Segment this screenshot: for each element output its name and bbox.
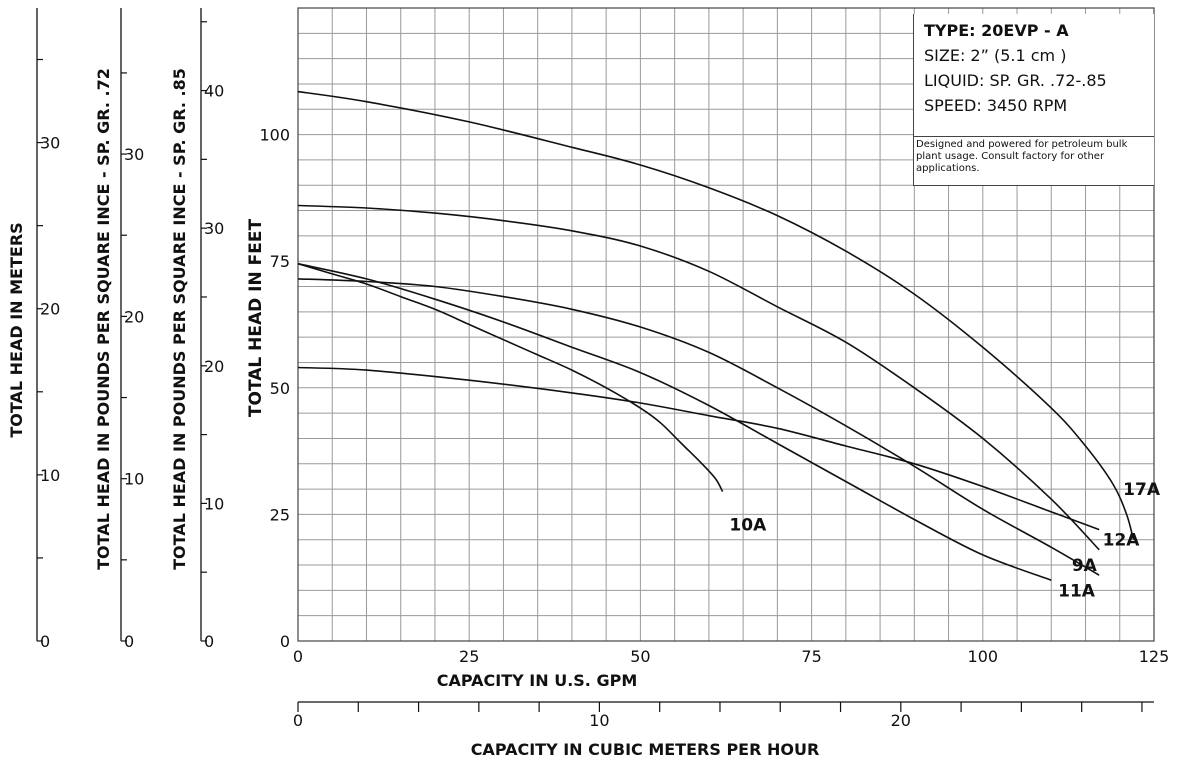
usage-note: Designed and powered for petroleum bulk …: [914, 136, 1154, 175]
x-axis-title: CAPACITY IN U.S. GPM: [437, 671, 637, 690]
pump-type: TYPE: 20EVP - A: [924, 21, 1069, 40]
secondary-axis-tick-label: 20: [124, 307, 144, 326]
bottom-axis-tick-label: 0: [293, 711, 303, 730]
plot-frame: [297, 7, 1155, 642]
pump-size: SIZE: 2” (5.1 cm ): [924, 46, 1067, 65]
y-tick-label: 25: [270, 505, 290, 524]
curve-label-11a: 11A: [1058, 581, 1096, 601]
secondary-axis-tick-label: 10: [204, 494, 224, 513]
meters-axis-title: TOTAL HEAD IN METERS: [7, 222, 26, 437]
secondary-axis-tick-label: 20: [40, 300, 60, 319]
series-line-17a: [297, 90, 1135, 540]
y-tick-label: 0: [280, 632, 290, 651]
secondary-axis-tick-label: 10: [40, 466, 60, 485]
axes-group: 0 25 50 75 100 125025507510001020300102030010…: [36, 8, 1170, 730]
secondary-axis-tick-label: 0: [204, 632, 214, 651]
curve-label-10a: 10A: [729, 516, 767, 536]
cubic-meters-axis-title: CAPACITY IN CUBIC METERS PER HOUR: [471, 740, 820, 759]
y-tick-label: 50: [270, 379, 290, 398]
y-tick-label: 100: [259, 126, 290, 145]
secondary-axis-tick-label: 0: [124, 632, 134, 651]
psi-72-axis-title: TOTAL HEAD IN POUNDS PER SQUARE INCE - S…: [94, 68, 113, 570]
x-tick-label: 75: [801, 647, 821, 666]
secondary-axis-tick-label: 30: [40, 134, 60, 153]
x-tick-label: 0: [293, 647, 303, 666]
secondary-axis-tick-label: 30: [124, 145, 144, 164]
pump-speed: SPEED: 3450 RPM: [924, 96, 1068, 115]
curve-label-9a: 9A: [1072, 556, 1098, 576]
secondary-axis-tick-label: 20: [204, 357, 224, 376]
series-line-10a: [297, 262, 724, 492]
series-line-9a: [297, 278, 1100, 576]
psi-85-axis-title: TOTAL HEAD IN POUNDS PER SQUARE INCE - S…: [170, 68, 189, 570]
secondary-axis-tick-label: 40: [204, 82, 224, 101]
bottom-axis-tick-label: 10: [589, 711, 609, 730]
x-tick-label: 25: [459, 647, 479, 666]
bottom-axis-tick-label: 20: [891, 711, 911, 730]
series-line-curve-5: [297, 366, 1100, 531]
y-tick-label: 75: [270, 252, 290, 271]
curve-label-12a: 12A: [1103, 531, 1141, 551]
series-line-11a: [297, 262, 1052, 581]
x-tick-label: 50: [630, 647, 650, 666]
series-line-12a: [297, 204, 1100, 551]
pump-info-box: TYPE: 20EVP - A SIZE: 2” (5.1 cm ) LIQUI…: [913, 14, 1154, 186]
x-tick-label: 100: [968, 647, 999, 666]
performance-curves: [297, 90, 1135, 581]
curve-label-17a: 17A: [1123, 480, 1161, 500]
pump-liquid: LIQUID: SP. GR. .72-.85: [924, 71, 1107, 90]
secondary-axis-tick-label: 10: [124, 470, 144, 489]
secondary-axis-tick-label: 30: [204, 219, 224, 238]
y-axis-title: TOTAL HEAD IN FEET: [246, 219, 266, 418]
secondary-axis-tick-label: 0: [40, 632, 50, 651]
x-tick-label: 125: [1139, 647, 1170, 666]
